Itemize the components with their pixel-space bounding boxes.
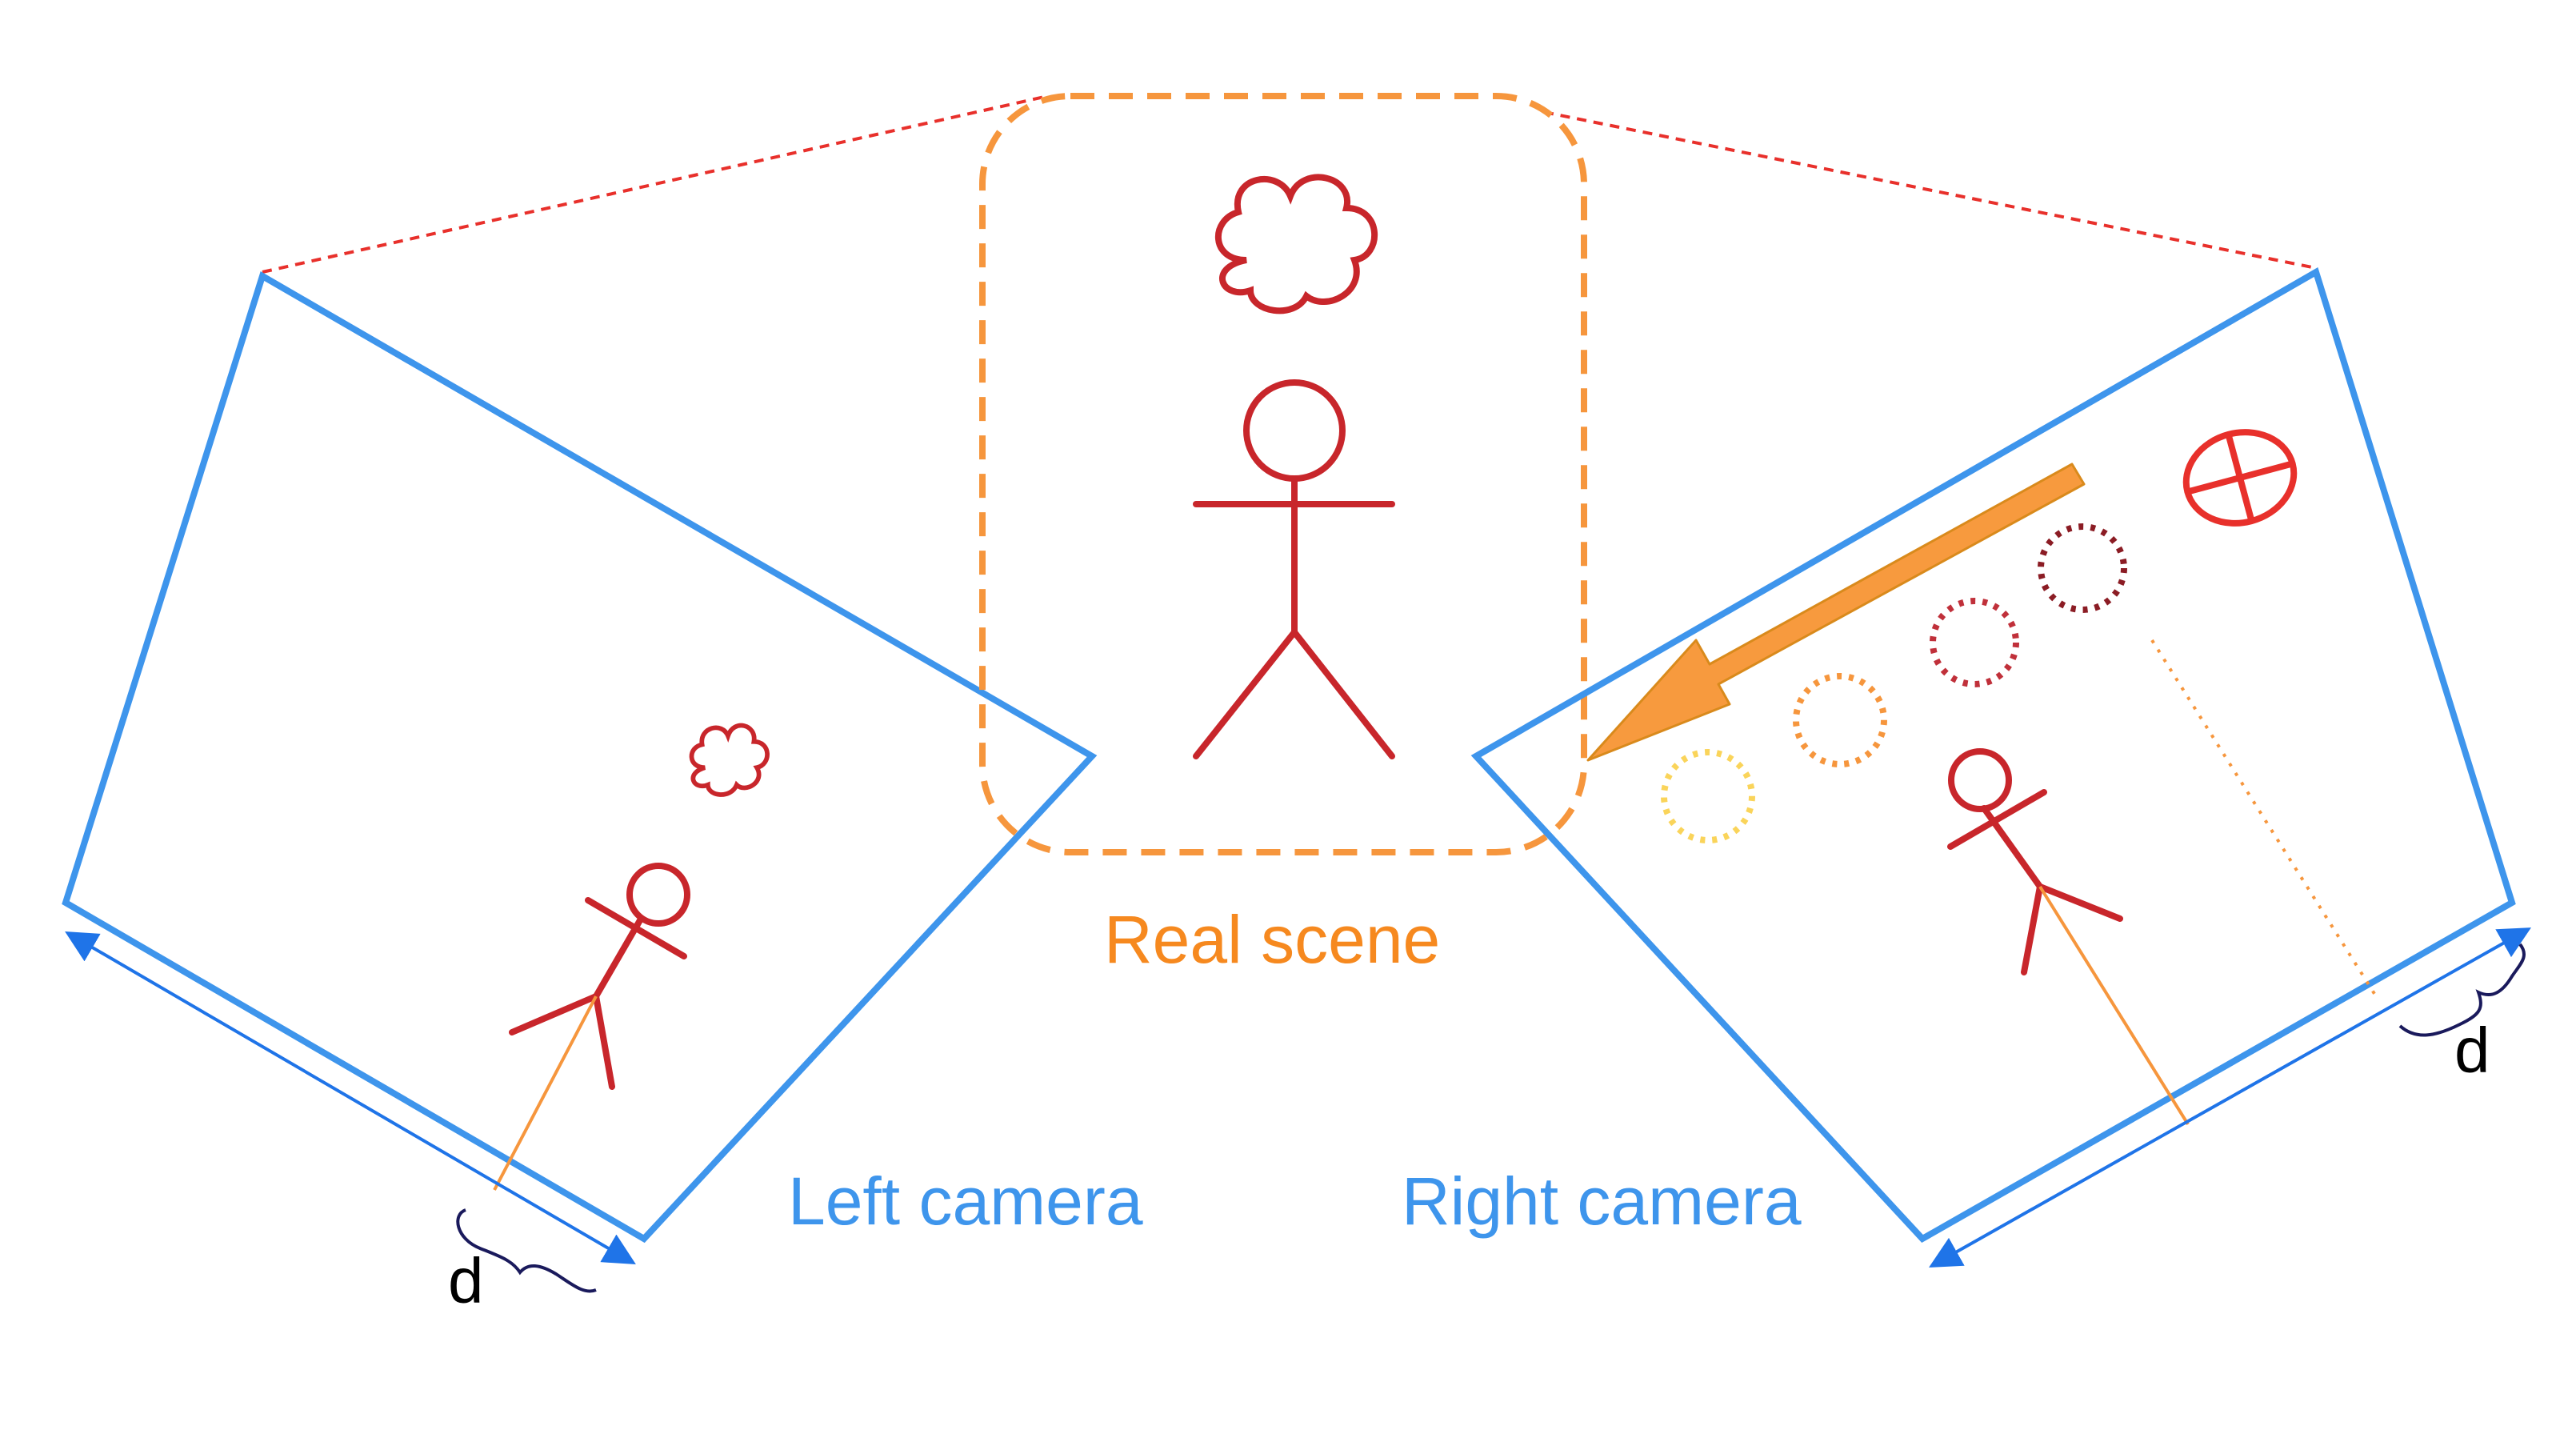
right-camera-label: Right camera	[1402, 1164, 1802, 1239]
view-lines	[262, 96, 2316, 272]
right-view-line	[1544, 112, 2316, 268]
stick-figure-icon	[1196, 383, 1392, 756]
dotted-circle-icon	[2041, 527, 2124, 610]
right-camera-view: d	[1476, 272, 2526, 1264]
left-distance-label: d	[448, 1245, 484, 1316]
right-trail-projection-line	[2152, 640, 2376, 996]
target-crosshair-icon	[2176, 420, 2304, 535]
right-projection-line	[2040, 887, 2188, 1124]
stick-figure-icon	[1950, 751, 2120, 972]
left-camera-view: d	[66, 276, 1092, 1316]
left-view-line	[262, 96, 1048, 272]
dotted-circle-icon	[1796, 676, 1884, 764]
stick-figure-icon	[512, 866, 687, 1087]
dotted-circle-icon	[1664, 752, 1752, 840]
motion-arrow-icon	[1588, 464, 2084, 760]
left-dimension-arrow	[70, 935, 630, 1261]
real-scene: Real scene	[982, 96, 1584, 977]
left-projection-line	[494, 996, 596, 1190]
cloud-icon	[692, 726, 768, 795]
real-scene-label: Real scene	[1104, 902, 1440, 977]
right-distance-label: d	[2454, 1015, 2490, 1086]
left-camera-frame	[66, 276, 1092, 1239]
dotted-circle-icon	[1933, 601, 2016, 684]
left-camera-label: Left camera	[788, 1164, 1143, 1239]
right-dimension-arrow	[1934, 931, 2526, 1264]
cloud-icon	[1218, 177, 1374, 310]
